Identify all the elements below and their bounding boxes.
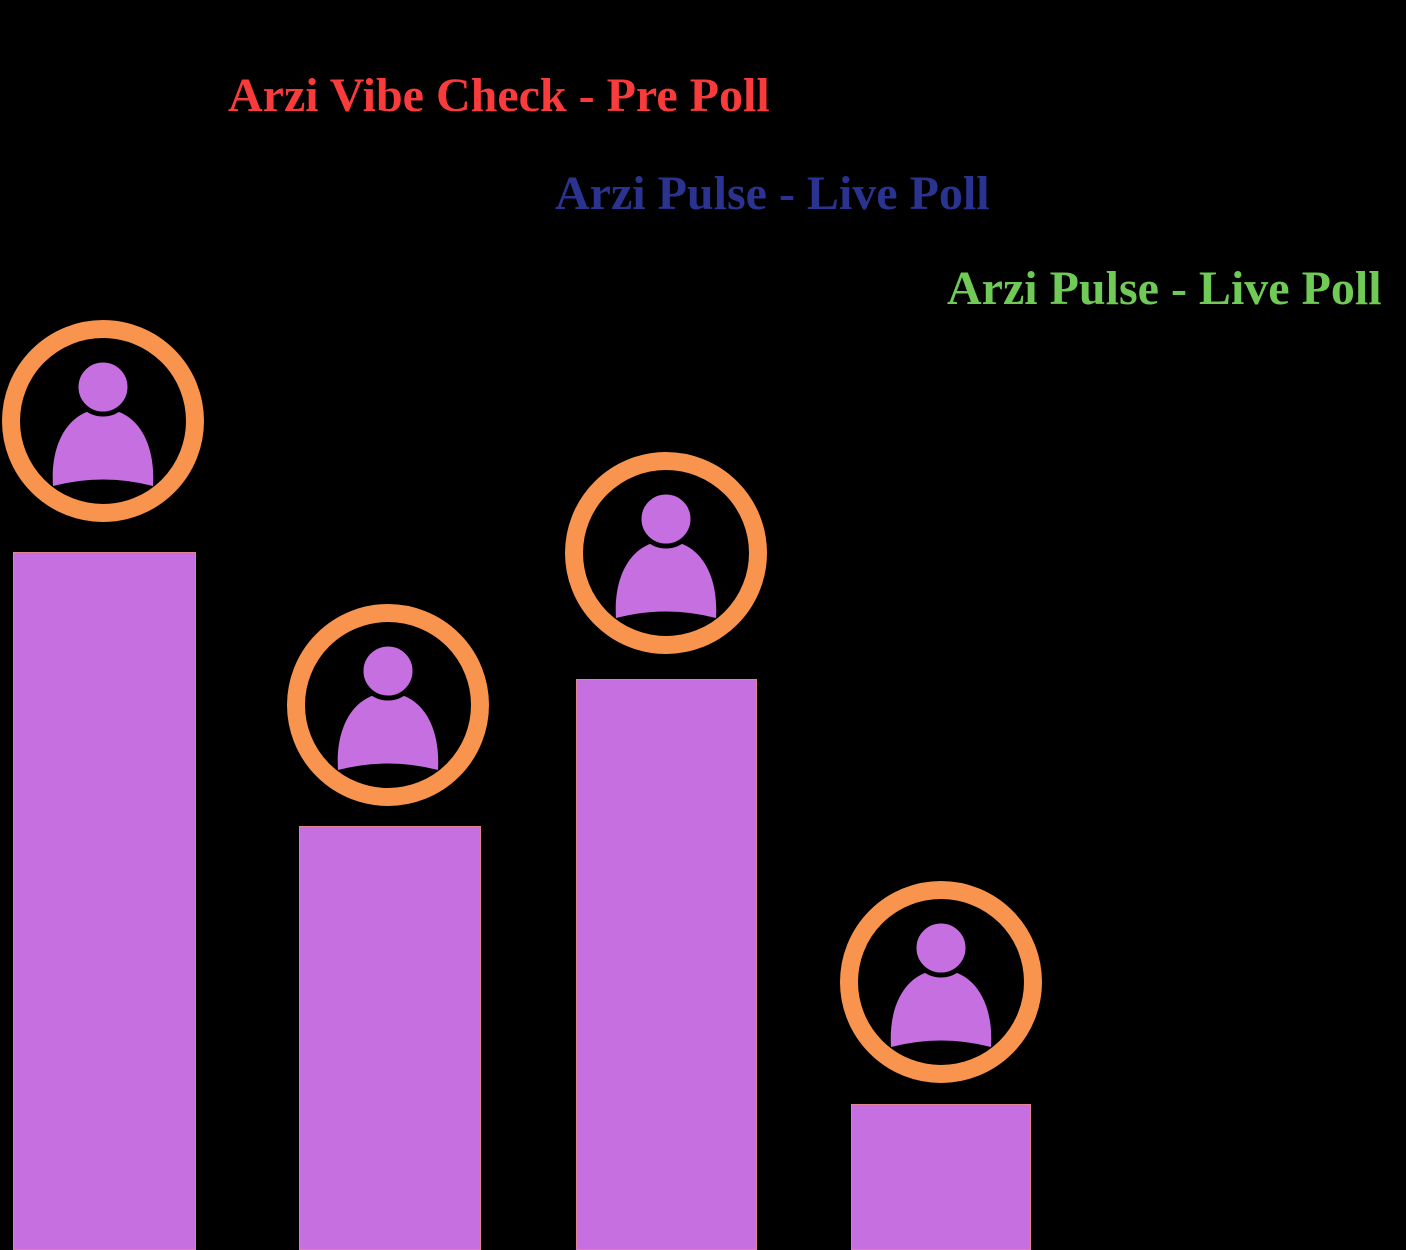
- avatar-body: [52, 409, 154, 486]
- avatar-ring: [840, 881, 1042, 1083]
- avatar-ring: [565, 452, 767, 654]
- person-avatar-icon: [287, 604, 489, 806]
- person-avatar-icon: [2, 320, 204, 522]
- avatar-ring: [2, 320, 204, 522]
- avatar-body: [890, 970, 992, 1047]
- avatar-head: [358, 641, 418, 701]
- avatar-head: [73, 357, 133, 417]
- title-pulse-live-poll-blue: Arzi Pulse - Live Poll: [555, 167, 990, 220]
- avatar-head: [911, 918, 971, 978]
- avatar-ring: [287, 604, 489, 806]
- title-pulse-live-poll-green: Arzi Pulse - Live Poll: [947, 262, 1382, 315]
- poll-bar: [13, 552, 196, 1250]
- avatar-body: [337, 693, 439, 770]
- title-vibe-check-pre-poll: Arzi Vibe Check - Pre Poll: [228, 69, 770, 122]
- poll-bar: [576, 679, 757, 1250]
- avatar-head: [636, 489, 696, 549]
- poll-bar: [299, 826, 481, 1250]
- avatar-body: [615, 541, 717, 618]
- person-avatar-icon: [840, 881, 1042, 1083]
- poll-bar: [851, 1104, 1031, 1250]
- person-avatar-icon: [565, 452, 767, 654]
